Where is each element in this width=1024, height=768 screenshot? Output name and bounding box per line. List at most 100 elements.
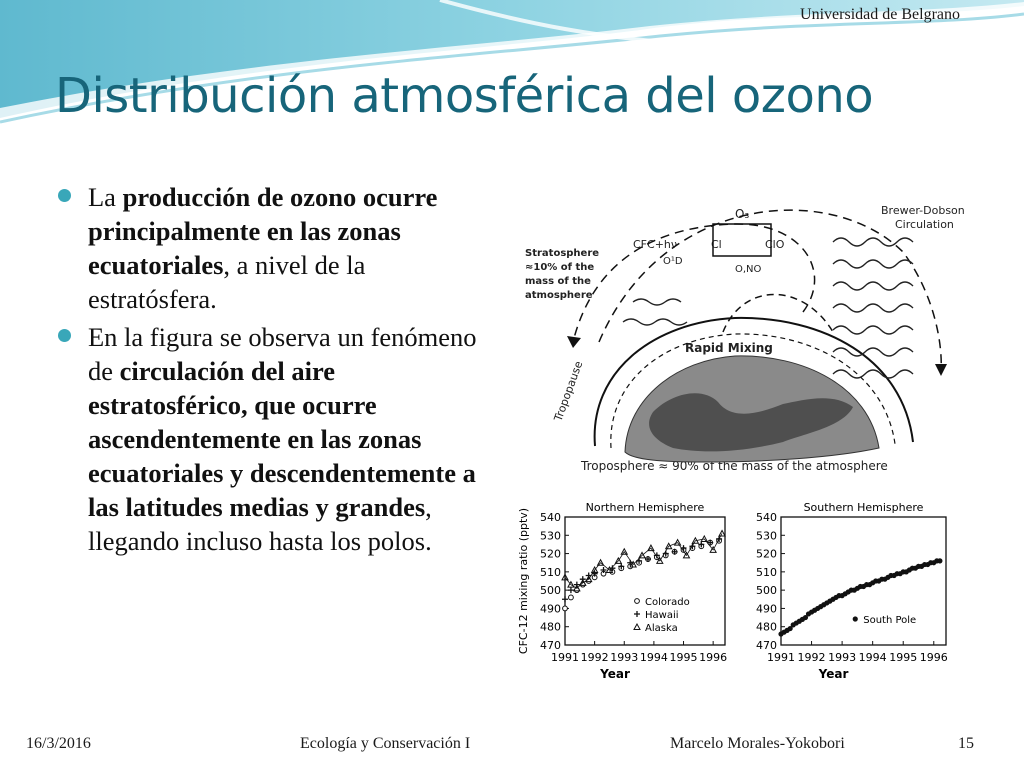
data-point (709, 545, 717, 553)
brewer-dobson-label: Brewer-Dobson (881, 204, 965, 217)
data-point (700, 534, 709, 542)
data-point (584, 575, 593, 583)
bullet-dot-icon (58, 329, 71, 342)
data-point (620, 547, 629, 555)
atmosphere-figure: Brewer-Dobson Circulation Stratosphere ≈… (517, 204, 965, 681)
y-tick-label: 490 (540, 602, 561, 615)
cfc12-chart: Northern Hemisphere 540 530 520 510 500 490 480… (517, 501, 727, 681)
data-point (633, 622, 641, 630)
bullet-item: En la figura se observa un fenómeno de c… (58, 320, 478, 558)
tropopause-arc (610, 333, 896, 449)
bullet-text-segment: , a nivel de la estratósfera. (88, 250, 366, 314)
continent-shape (649, 393, 853, 452)
x-tick-label: 1993 (828, 651, 856, 664)
x-tick-label: 1996 (920, 651, 948, 664)
rapid-mixing-label: Rapid Mixing (685, 341, 773, 355)
data-point (638, 551, 646, 559)
stratosphere-label: Stratosphere (525, 248, 599, 259)
data-point (655, 556, 664, 564)
data-point (567, 587, 574, 594)
x-tick-label: 1993 (610, 651, 638, 664)
wavy-line (832, 369, 914, 379)
data-point (698, 541, 705, 548)
data-point (937, 558, 943, 564)
y-tick-label: 530 (756, 529, 777, 542)
chemistry-cycle-box (712, 223, 772, 257)
institution-name: Universidad de Belgrano (800, 6, 960, 23)
data-point (852, 616, 858, 622)
brewer-dobson-arrow-right (598, 209, 942, 373)
bullet-text: En la figura se observa un fenómeno de c… (88, 322, 477, 556)
data-point (567, 580, 575, 588)
data-point (562, 605, 568, 612)
data-point (802, 614, 809, 621)
data-point (561, 573, 569, 581)
y-tick-label: 470 (756, 639, 777, 652)
data-point (629, 560, 637, 568)
data-point (647, 544, 655, 552)
figure-panel: Brewer-Dobson Circulation Stratosphere ≈… (503, 172, 973, 692)
tropopause-label: Tropopause (551, 359, 585, 424)
wavy-line (832, 325, 914, 335)
wavy-line (632, 298, 682, 306)
bullet-text-bold: producción de ozono ocurre principalment… (88, 182, 438, 280)
bullet-text-bold: circulación del aire estratosférico, que… (88, 356, 476, 522)
o-no-label: O,NO (735, 264, 762, 275)
series-line (564, 533, 723, 589)
circulation-label: Circulation (895, 218, 954, 231)
o3-label: O₃ (735, 207, 749, 221)
y-tick-label: 520 (756, 548, 777, 561)
legend-label: South Pole (863, 615, 916, 626)
wavy-line (832, 303, 914, 313)
y-tick-label: 470 (540, 639, 561, 652)
data-point (634, 611, 640, 617)
data-point (568, 594, 574, 601)
y-tick-label: 480 (540, 621, 561, 634)
data-point (596, 558, 605, 566)
data-point (707, 539, 714, 546)
y-tick-label: 490 (756, 602, 777, 615)
legend-label: Alaska (645, 623, 678, 634)
data-point (605, 565, 614, 574)
o1d-label: O¹D (663, 256, 683, 267)
stratosphere-label: mass of the (525, 276, 591, 287)
data-point (718, 529, 726, 537)
cfc12-chart: Southern Hemisphere 540 530 520 510 500 490 480… (756, 501, 948, 681)
data-point (787, 625, 793, 632)
y-tick-label: 510 (756, 566, 777, 579)
plot-frame (780, 516, 947, 646)
wavy-line (622, 318, 688, 326)
slide-title: Distribución atmosférica del ozono (55, 68, 874, 124)
x-tick-label: 1991 (551, 651, 579, 664)
bullet-text-segment: , llegando incluso hasta los polos. (88, 492, 432, 556)
arrowhead-icon (935, 364, 947, 376)
y-tick-label: 540 (756, 511, 777, 524)
data-point (653, 552, 660, 559)
y-tick-label: 520 (540, 548, 561, 561)
stratosphere-label: ≈10% of the (525, 262, 594, 273)
y-tick-label: 540 (540, 511, 561, 524)
bullet-text-segment: La (88, 182, 123, 212)
header-banner (0, 0, 1024, 124)
x-tick-label: 1996 (699, 651, 727, 664)
data-point (562, 596, 568, 603)
y-axis-label: CFC-12 mixing ratio (pptv) (517, 508, 530, 654)
clo-label: ClO (765, 238, 785, 251)
legend-label: Colorado (645, 597, 690, 608)
data-point (673, 538, 682, 546)
x-axis-label: Year (818, 667, 849, 681)
bullet-text-segment: En la figura se observa un fenómeno de (88, 322, 477, 386)
x-tick-label: 1995 (670, 651, 698, 664)
data-point (634, 598, 640, 604)
data-point (671, 548, 678, 555)
chart-title: Southern Hemisphere (804, 501, 924, 514)
x-tick-label: 1992 (581, 651, 609, 664)
bullet-text: La producción de ozono ocurre principalm… (88, 182, 437, 314)
cl-label: Cl (711, 238, 722, 251)
stratosphere-label: atmosphere (525, 290, 593, 301)
x-axis-label: Year (599, 667, 630, 681)
footer-course: Ecología y Conservación I (300, 735, 471, 752)
cfc-label: CFC+hν (633, 238, 677, 251)
footer-author: Marcelo Morales-Yokobori (670, 735, 845, 752)
data-point (573, 584, 581, 592)
